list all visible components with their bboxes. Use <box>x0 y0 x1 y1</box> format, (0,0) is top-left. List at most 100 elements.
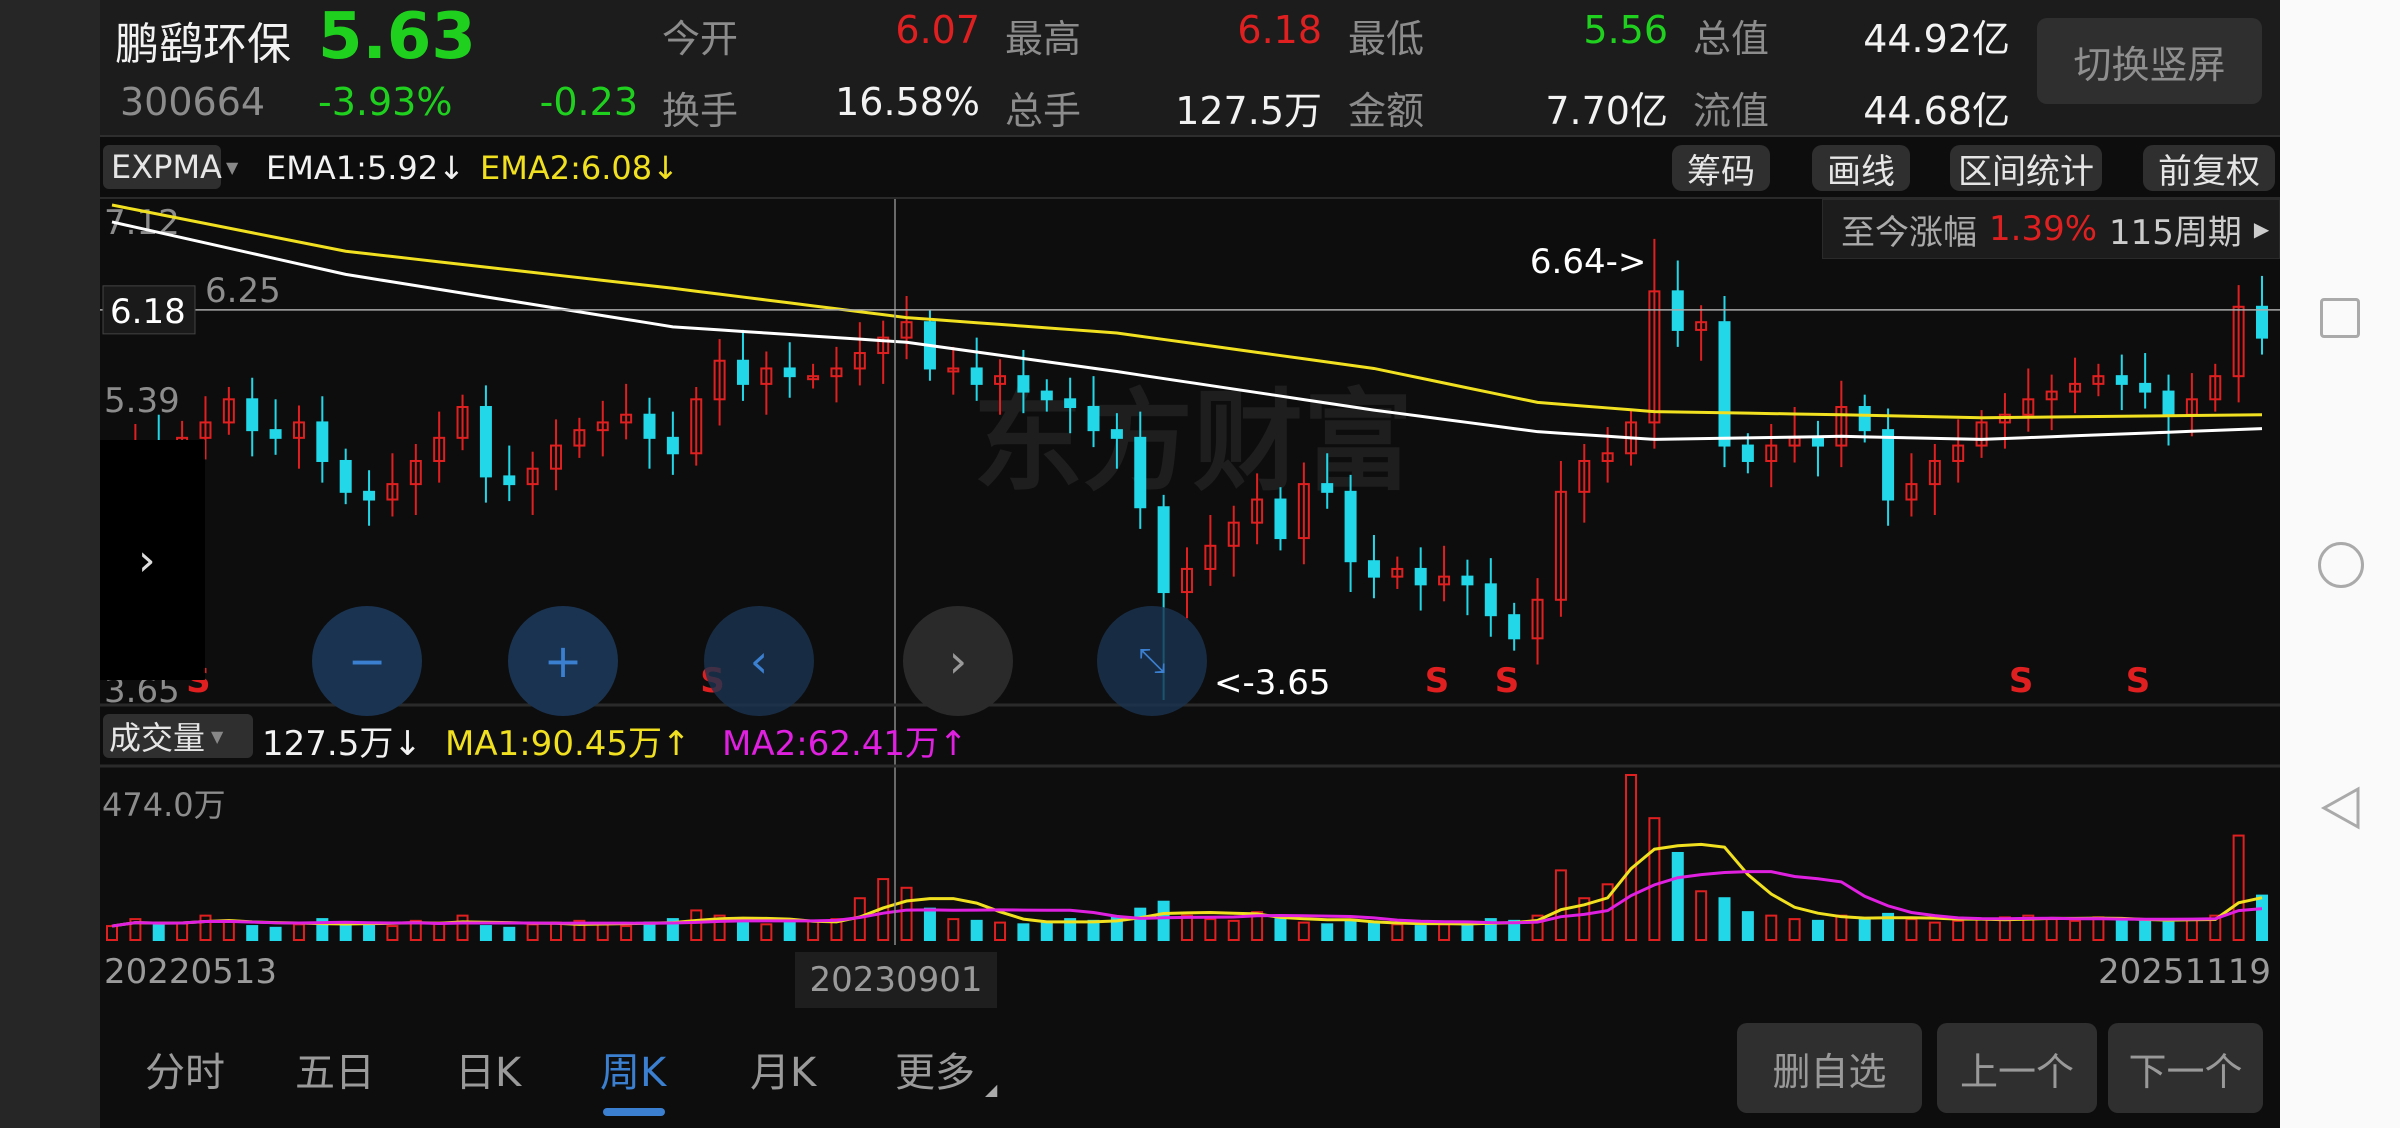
tab-4[interactable]: 月K <box>750 1050 817 1096</box>
draw-line-button[interactable]: 画线 <box>1812 145 1910 192</box>
candle-body <box>1975 421 1988 447</box>
zoom-in-button[interactable]: + <box>508 606 618 716</box>
sell-signal-mark: S <box>2126 661 2151 701</box>
zoom-out-button[interactable]: − <box>312 606 422 716</box>
candle-body <box>433 436 446 462</box>
volume-bar <box>222 919 235 941</box>
quote-label: 今开 <box>662 17 739 61</box>
candle-body <box>409 459 422 486</box>
candle-body <box>643 413 656 439</box>
quote-label: 最高 <box>1005 17 1082 61</box>
chevron-right-icon: › <box>138 535 156 586</box>
previous-stock-button[interactable]: 上一个 <box>1937 1023 2097 1113</box>
chips-button[interactable]: 筹码 <box>1672 145 1770 192</box>
collapse-arrows-icon: ⤡ <box>1138 641 1166 681</box>
candle-body <box>1905 483 1918 501</box>
next-stock-button[interactable]: 下一个 <box>2108 1023 2263 1113</box>
tab-1[interactable]: 五日 <box>295 1050 375 1096</box>
candle-body <box>807 375 820 381</box>
volume-bar <box>713 914 726 942</box>
candle-body <box>2209 375 2222 401</box>
tab-5[interactable]: 更多 <box>895 1050 975 1096</box>
candle-body <box>222 398 235 424</box>
candle-body <box>2092 375 2105 385</box>
chevron-left-icon: ‹ <box>749 634 769 688</box>
candle-body <box>620 413 633 424</box>
home-circle-icon[interactable] <box>2318 542 2364 588</box>
volume-bar <box>1952 919 1965 941</box>
volume-bar <box>1648 817 1661 941</box>
current-price: 5.63 <box>318 0 476 74</box>
volume-bar <box>1625 774 1638 941</box>
crosshair-date: 20230901 <box>795 952 997 1008</box>
candle-body <box>1344 490 1357 563</box>
volume-bar <box>199 914 212 942</box>
candle-body <box>2115 375 2128 385</box>
volume-bar <box>409 919 422 941</box>
recent-apps-square-icon[interactable] <box>2320 298 2360 338</box>
back-triangle-icon[interactable] <box>2318 785 2364 831</box>
volume-bars <box>106 774 2268 942</box>
volume-bar <box>1274 918 1287 942</box>
volume-bar <box>1928 921 1941 941</box>
volume-bar <box>596 923 609 942</box>
tab-0[interactable]: 分时 <box>145 1050 225 1096</box>
volume-bar <box>1414 925 1427 941</box>
quote-label: 总值 <box>1693 17 1770 61</box>
scroll-left-button[interactable]: ‹ <box>704 606 814 716</box>
volume-ma1: MA1:90.45万↑ <box>445 724 691 764</box>
candle-body <box>1274 498 1287 540</box>
candle-body <box>292 421 305 439</box>
tab-3[interactable]: 周K <box>600 1050 667 1096</box>
candle-body <box>900 321 913 339</box>
quote-value: 6.07 <box>895 8 980 52</box>
volume-bar <box>1508 919 1521 941</box>
candle-body <box>1671 290 1684 331</box>
volume-bar <box>1064 918 1077 942</box>
candle-body <box>246 398 259 432</box>
volume-bar <box>292 923 305 942</box>
system-nav-bar <box>2280 0 2400 1128</box>
candle-body <box>1367 560 1380 578</box>
candle-body <box>456 406 469 439</box>
volume-value: 127.5万↓ <box>262 724 422 764</box>
candle-body <box>550 444 563 470</box>
scroll-right-button[interactable]: › <box>903 606 1013 716</box>
volume-bar <box>1344 919 1357 941</box>
crosshair-price-box <box>102 285 196 335</box>
range-stats-button[interactable]: 区间统计 <box>1950 145 2102 192</box>
candle-body <box>1952 444 1965 462</box>
candle-body <box>1110 429 1123 439</box>
remove-watchlist-button[interactable]: 删自选 <box>1737 1023 1922 1113</box>
volume-indicator-select[interactable]: 成交量 ▼ <box>103 714 253 758</box>
volume-bar <box>947 918 960 942</box>
price-axis-label: 5.39 <box>104 381 180 421</box>
volume-bar <box>666 918 679 942</box>
indicator-select[interactable]: EXPMA ▼ <box>103 145 238 189</box>
tab-2[interactable]: 日K <box>455 1050 522 1096</box>
candle-body <box>2022 398 2035 416</box>
volume-bar <box>1204 918 1217 942</box>
watermark: 东方财富 <box>973 378 1413 506</box>
candle-body <box>1765 444 1778 462</box>
volume-bar <box>2256 894 2268 941</box>
volume-bar <box>106 925 118 941</box>
plus-icon: + <box>543 634 583 688</box>
quote-label: 金额 <box>1348 89 1425 133</box>
candle-body <box>1718 321 1731 447</box>
candle-body <box>1811 436 1824 447</box>
volume-bar <box>1554 869 1567 942</box>
volume-bar <box>386 925 399 941</box>
side-panel-toggle[interactable]: › <box>100 440 205 680</box>
active-tab-indicator <box>603 1108 665 1116</box>
quote-label: 流值 <box>1693 89 1770 133</box>
volume-bar <box>783 921 796 941</box>
switch-portrait-button[interactable]: 切换竖屏 <box>2037 18 2262 104</box>
candle-body <box>2139 382 2152 393</box>
low-annotation: <-3.65 <box>1214 663 1330 703</box>
range-stat-box[interactable]: 至今涨幅 1.39% 115周期 ▶ <box>1822 199 2280 259</box>
reset-zoom-button[interactable]: ⤡ <box>1097 606 1207 716</box>
forward-adjust-button[interactable]: 前复权 <box>2143 145 2275 192</box>
kline-chart[interactable]: 东方财富 7.126.255.394.523.65 6.186.64-><-3.… <box>0 0 2280 1128</box>
volume-bar <box>479 925 492 941</box>
